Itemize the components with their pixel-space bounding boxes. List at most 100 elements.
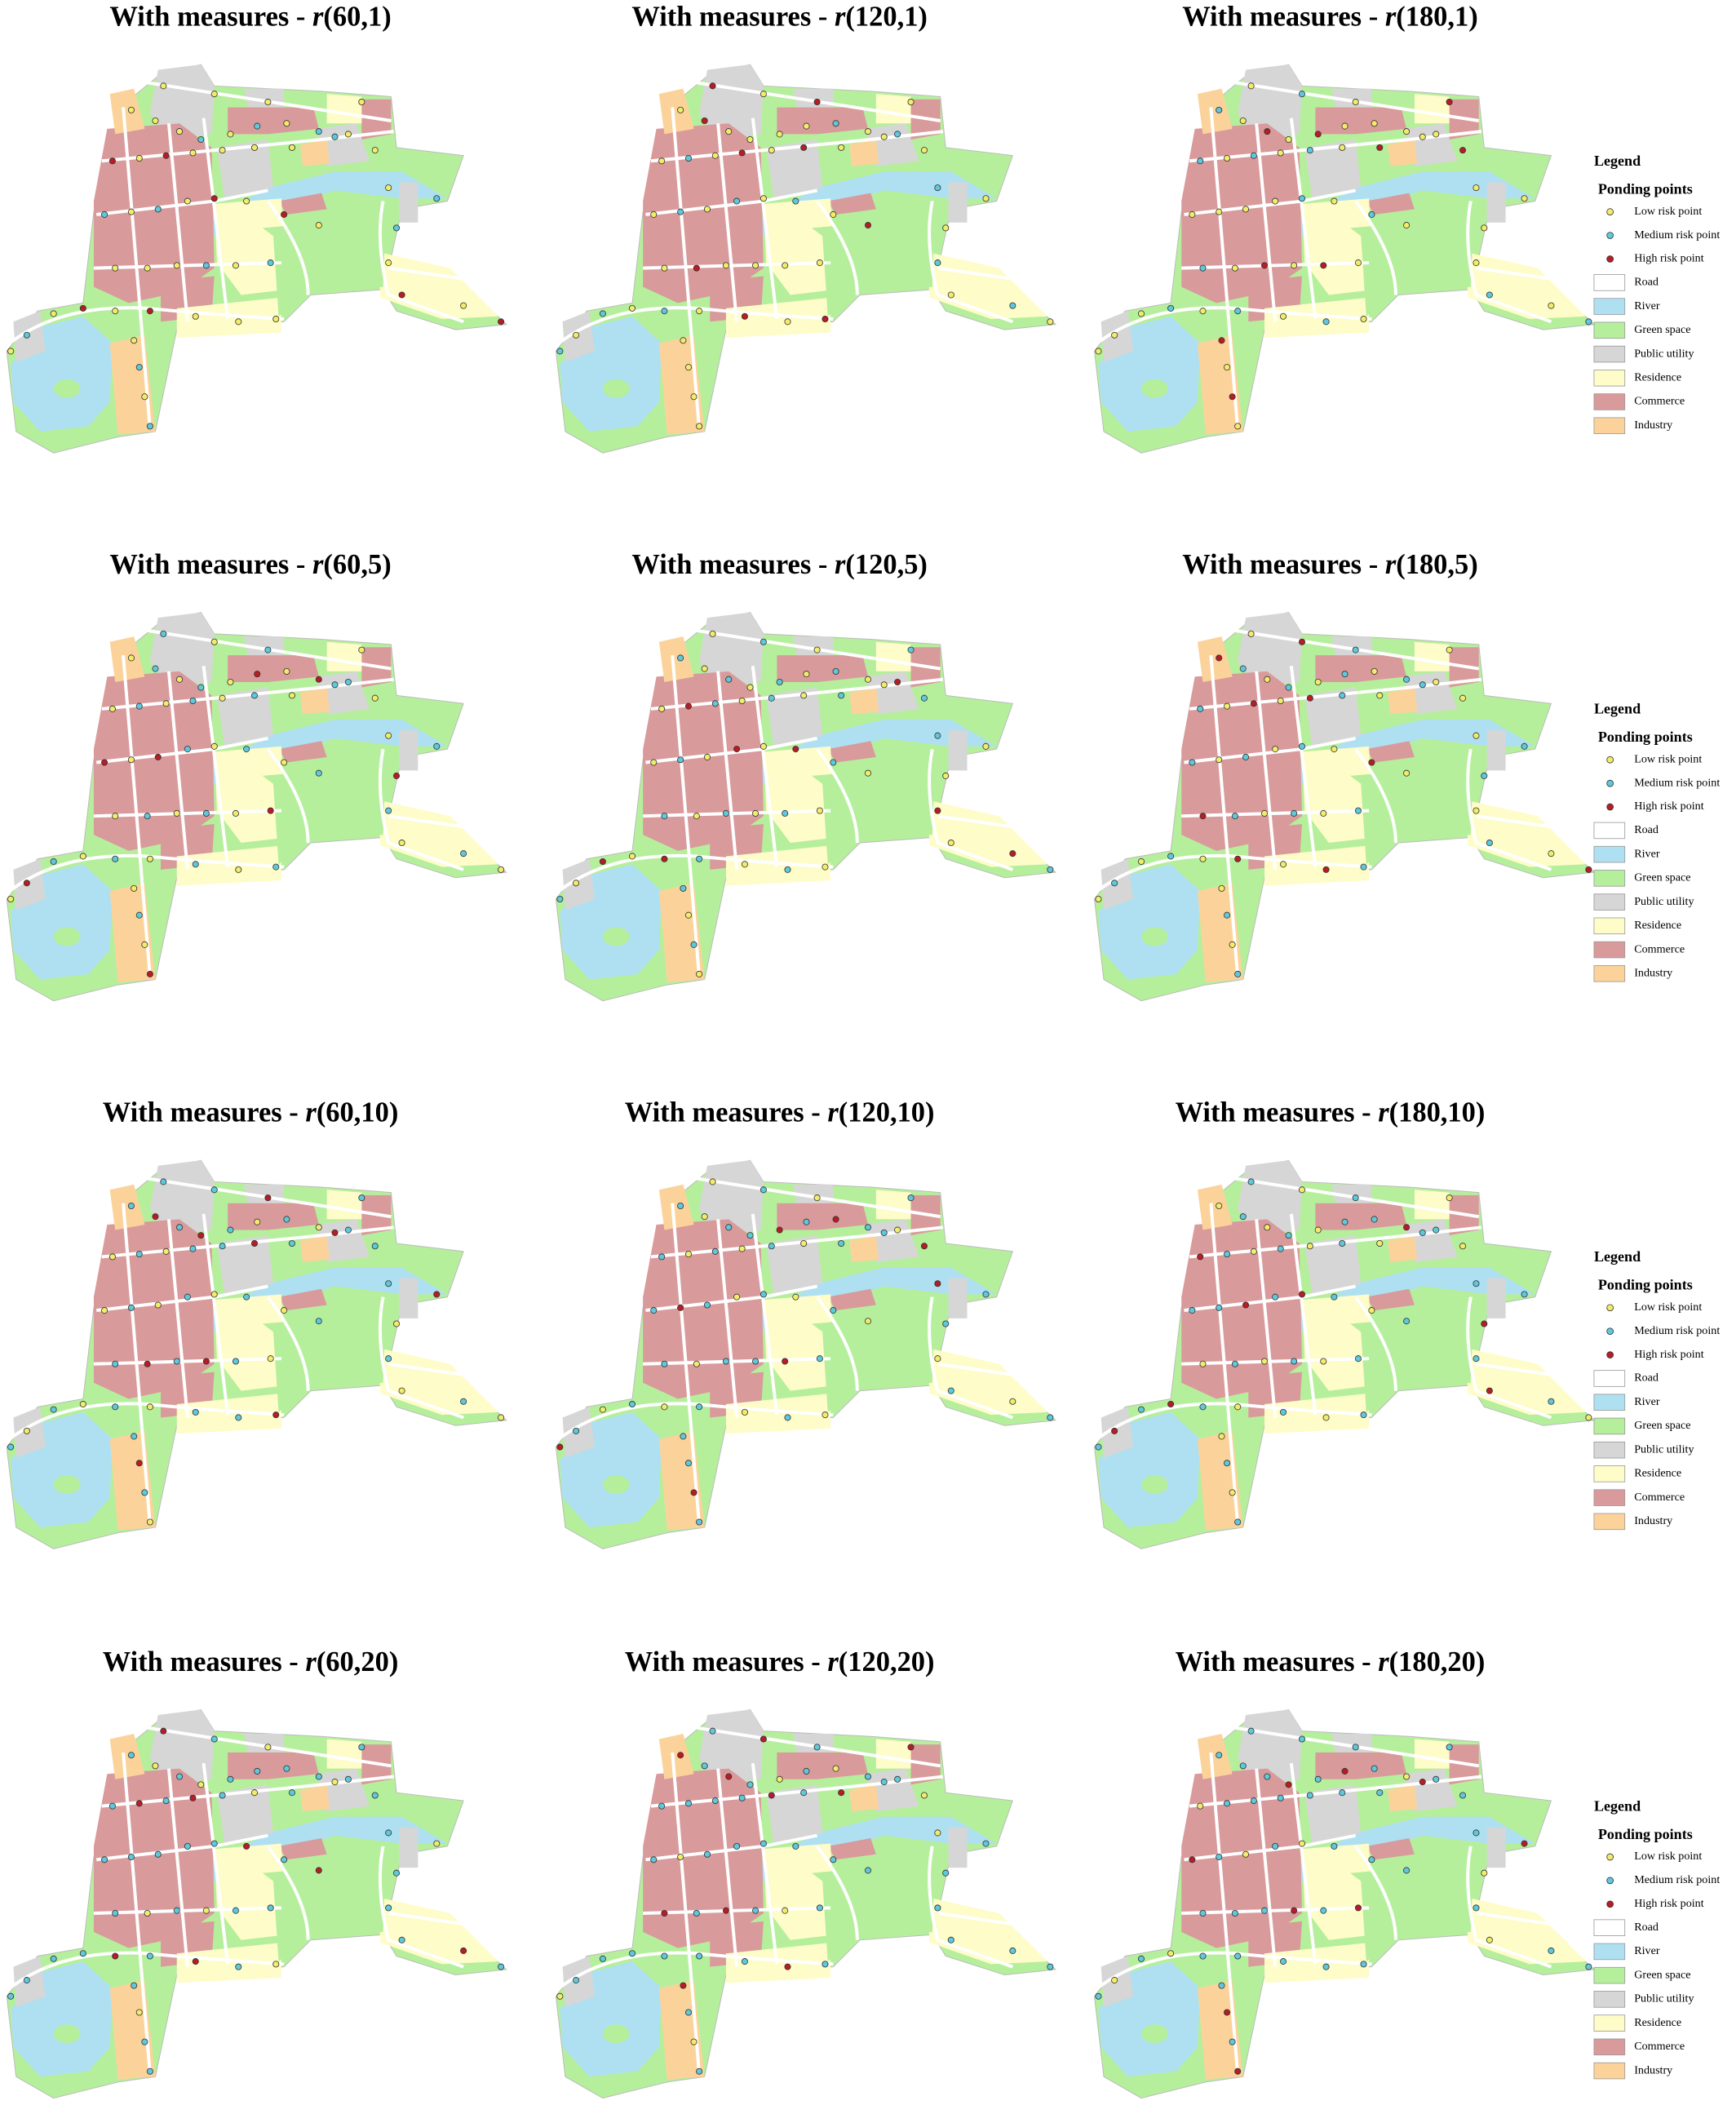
ponding-point <box>152 665 159 672</box>
ponding-point <box>141 1489 148 1496</box>
ponding-point <box>1368 759 1375 766</box>
map <box>547 610 1057 1003</box>
legend-swatch <box>1593 941 1626 959</box>
ponding-point <box>800 144 808 151</box>
ponding-point <box>661 1909 668 1917</box>
legend-swatch <box>1593 1489 1626 1506</box>
ponding-point <box>920 1243 928 1250</box>
ponding-point <box>1352 1194 1359 1202</box>
ponding-point <box>1291 1907 1298 1914</box>
ponding-point <box>1403 769 1410 777</box>
ponding-point <box>498 1963 505 1970</box>
ponding-point <box>1218 1982 1225 1989</box>
title-prefix: With measures - <box>1176 1097 1379 1128</box>
ponding-point <box>864 1773 872 1780</box>
title-arguments: (180,1) <box>1396 1 1478 32</box>
map <box>547 63 1057 455</box>
ponding-point <box>358 98 365 106</box>
ponding-point <box>1360 1961 1367 1968</box>
ponding-point <box>189 1245 197 1252</box>
ponding-point <box>628 1950 636 1957</box>
ponding-point <box>1229 393 1236 401</box>
ponding-point <box>1486 1387 1493 1394</box>
ponding-point <box>433 1291 441 1298</box>
ponding-point <box>315 1773 322 1780</box>
legend-label: High risk point <box>1634 800 1704 813</box>
ponding-point <box>760 638 767 645</box>
ponding-point <box>677 1202 684 1210</box>
ponding-point <box>661 855 668 862</box>
ponding-point <box>942 224 950 232</box>
ponding-point <box>219 147 226 154</box>
ponding-point <box>135 154 143 162</box>
ponding-point <box>661 813 668 820</box>
ponding-point <box>894 678 901 686</box>
ponding-point <box>202 262 210 269</box>
ponding-point <box>267 259 274 267</box>
map-panel <box>0 63 508 455</box>
ponding-point <box>272 315 280 323</box>
ponding-point <box>202 1358 210 1365</box>
ponding-point <box>1239 1213 1247 1221</box>
legend-label: Industry <box>1634 1514 1672 1527</box>
ponding-point <box>776 1226 783 1234</box>
ponding-point <box>725 676 733 683</box>
ponding-point <box>599 1955 606 1962</box>
ponding-point <box>1298 742 1306 750</box>
ponding-point <box>709 630 716 637</box>
ponding-point <box>661 308 668 315</box>
ponding-point <box>1216 106 1223 113</box>
ponding-point <box>573 880 580 887</box>
map <box>547 1708 1057 2100</box>
ponding-point <box>1371 120 1378 127</box>
ponding-point <box>684 154 692 162</box>
legend-point <box>1606 1351 1614 1358</box>
ponding-point <box>1446 1194 1453 1202</box>
ponding-point <box>189 697 197 705</box>
ponding-point <box>460 850 467 858</box>
ponding-point <box>556 1443 564 1451</box>
legend-point <box>1606 1900 1614 1908</box>
ponding-point <box>1320 809 1327 817</box>
ponding-point <box>1403 128 1410 135</box>
ponding-point <box>830 210 837 218</box>
ponding-point <box>880 1779 888 1786</box>
ponding-point <box>235 1963 242 1970</box>
ponding-point <box>733 1293 741 1301</box>
ponding-point <box>722 809 729 817</box>
legend-swatch <box>1593 417 1626 434</box>
ponding-point <box>677 1304 684 1311</box>
ponding-point <box>1216 1202 1223 1210</box>
ponding-point <box>1279 861 1287 868</box>
ponding-point <box>460 1398 467 1405</box>
title-prefix: With measures - <box>1182 1 1385 32</box>
ponding-point <box>784 866 791 873</box>
ponding-point <box>135 911 143 919</box>
ponding-point <box>573 1427 580 1434</box>
ponding-point <box>1548 1947 1555 1954</box>
ponding-point <box>79 853 86 860</box>
ponding-point <box>141 393 148 401</box>
ponding-point <box>677 756 684 764</box>
ponding-point <box>1247 1727 1255 1735</box>
ponding-point <box>1298 1735 1306 1743</box>
ponding-point <box>1199 855 1207 862</box>
ponding-point <box>1239 665 1247 672</box>
ponding-point <box>822 863 829 871</box>
ponding-point <box>768 1243 775 1250</box>
ponding-point <box>1234 855 1242 862</box>
ponding-point <box>146 308 153 315</box>
map-panel <box>0 1159 508 1551</box>
ponding-point <box>661 264 668 272</box>
ponding-point <box>1376 144 1384 151</box>
ponding-point <box>1224 364 1231 371</box>
title-prefix: With measures - <box>109 549 312 580</box>
ponding-point <box>315 128 322 135</box>
ponding-point <box>816 807 823 814</box>
ponding-point <box>693 264 700 272</box>
ponding-point <box>1419 133 1426 140</box>
ponding-point <box>173 809 180 817</box>
ponding-point <box>393 1869 401 1877</box>
legend: Legend Ponding points Low risk point Medium… <box>1593 701 1720 982</box>
legend-swatch <box>1593 370 1626 387</box>
